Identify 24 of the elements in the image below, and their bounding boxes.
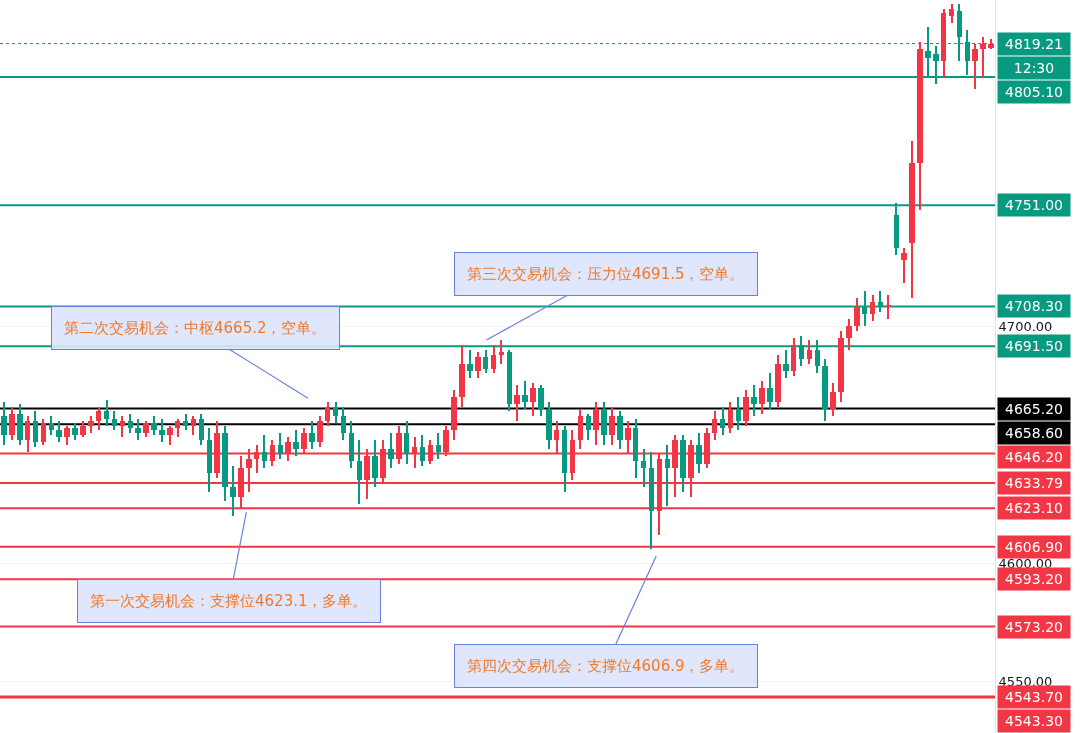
ref-line-label: 4708.30 bbox=[1005, 298, 1063, 314]
ref-line-label: 4623.10 bbox=[1005, 500, 1063, 516]
text: 12:30 bbox=[1013, 60, 1055, 76]
y-tick-label: 4600.00 bbox=[998, 555, 1053, 571]
ref-line-label: 4665.20 bbox=[1005, 401, 1063, 417]
annotation: 第一次交易机会：支撑位4623.1，多单。 bbox=[90, 592, 368, 610]
ref-line-label: 4543.70 bbox=[1005, 689, 1063, 705]
y-tick-label: 4550.00 bbox=[998, 674, 1053, 690]
ref-line-label: 4593.20 bbox=[1005, 571, 1063, 587]
ref-line-label: 4633.79 bbox=[1005, 475, 1063, 491]
ref-line-label: 4606.90 bbox=[1005, 539, 1063, 555]
ref-line-label: 4646.20 bbox=[1005, 449, 1063, 465]
ref-line-label: 4543.30 bbox=[1005, 713, 1063, 729]
y-tick-label: 4700.00 bbox=[998, 318, 1053, 334]
ref-line-label: 4658.60 bbox=[1005, 425, 1063, 441]
ref-line-label: 4691.50 bbox=[1005, 338, 1063, 354]
ref-line-label: 4805.10 bbox=[1005, 84, 1063, 100]
ref-line-label: 4819.21 bbox=[1005, 36, 1063, 52]
ref-line-label: 4751.00 bbox=[1005, 197, 1063, 213]
annotation: 第二次交易机会：中枢4665.2，空单。 bbox=[64, 319, 327, 337]
ref-line-label: 4573.20 bbox=[1005, 619, 1063, 635]
annotation: 第四次交易机会：支撑位4606.9，多单。 bbox=[467, 657, 745, 675]
candlestick bbox=[886, 295, 891, 319]
annotation: 第三次交易机会：压力位4691.5，空单。 bbox=[467, 265, 745, 283]
